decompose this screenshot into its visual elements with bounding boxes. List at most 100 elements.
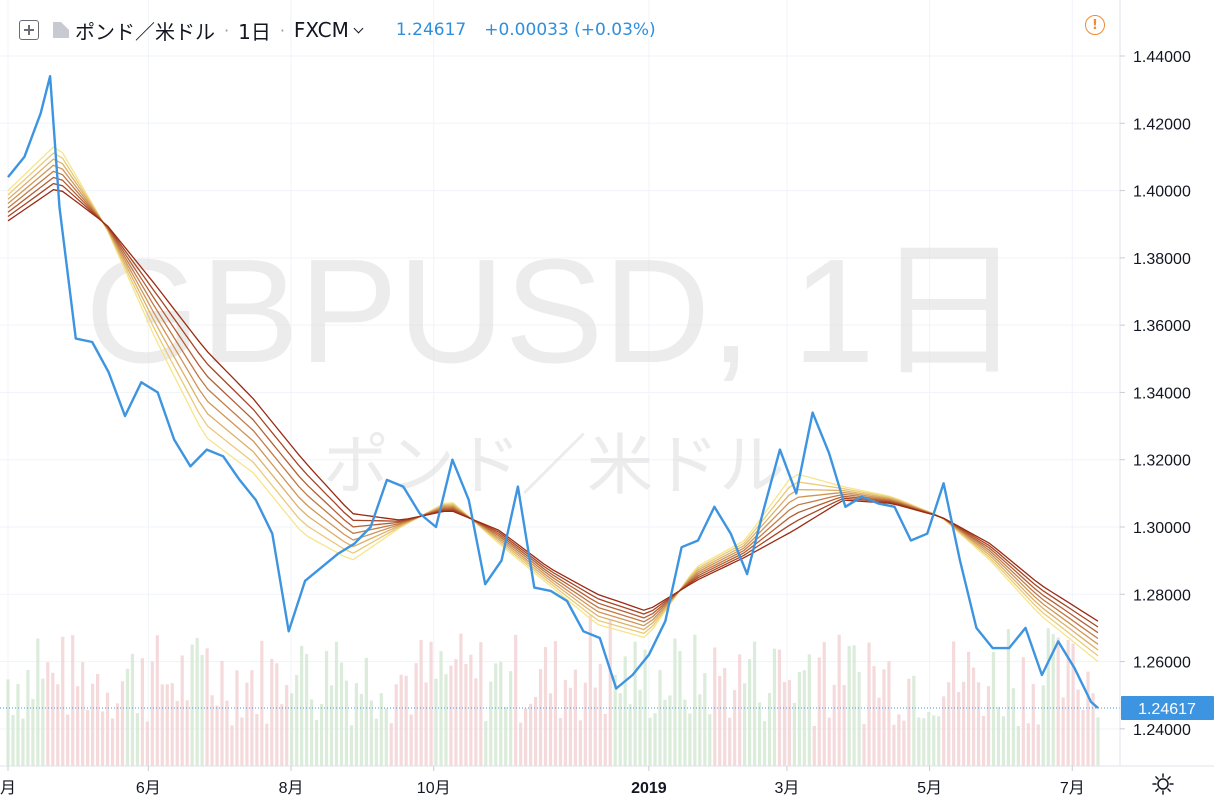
volume-bar (359, 693, 363, 766)
volume-bar (41, 678, 45, 766)
volume-bar (414, 663, 418, 766)
volume-bar (66, 714, 70, 766)
volume-bar (115, 703, 120, 766)
volume-bar (1031, 683, 1035, 766)
volume-bar (210, 695, 214, 766)
volume-bar (135, 713, 140, 766)
x-tick-label: 3月 (774, 780, 799, 797)
volume-bar (150, 661, 154, 766)
volume-bar (474, 678, 478, 766)
volume-bar (429, 641, 433, 766)
volume-bar (394, 684, 398, 766)
volume-bar (6, 679, 10, 766)
volume-bar (962, 681, 966, 766)
volume-bar (797, 671, 801, 766)
volume-bar (867, 642, 871, 766)
volume-bar (608, 620, 612, 766)
volume-bar (533, 696, 538, 766)
volume-bar (653, 713, 657, 766)
volume-bar (71, 635, 75, 766)
volume-bar (563, 679, 568, 766)
volume-bar (140, 658, 144, 766)
volume-bar (95, 674, 100, 766)
volume-bar (225, 700, 229, 766)
x-tick-label: 10月 (417, 780, 451, 797)
volume-bar (996, 706, 1001, 766)
volume-bar (300, 645, 304, 766)
y-tick-label: 1.38000 (1133, 251, 1191, 268)
volume-bar (991, 651, 996, 766)
volume-bar (882, 669, 886, 766)
volume-bar (663, 699, 667, 766)
volume-bar (110, 718, 115, 766)
volume-bar (145, 721, 149, 766)
volume-bar (842, 685, 846, 766)
volume-bar (1056, 637, 1060, 766)
volume-bar (658, 670, 662, 766)
symbol-name[interactable]: ポンド／米ドル (75, 19, 215, 44)
volume-bar (698, 694, 702, 766)
volume-bar (1041, 685, 1045, 766)
price-series (7, 75, 1099, 709)
y-tick-label: 1.34000 (1133, 385, 1191, 402)
volume-bar (907, 678, 911, 766)
volume-bar (290, 693, 294, 766)
volume-bar (130, 653, 135, 766)
volume-bar (718, 675, 722, 766)
last-price-label: 1.24617 (1121, 695, 1214, 720)
gear-icon[interactable] (1151, 772, 1175, 796)
volume-bar (160, 684, 164, 766)
volume-bar (976, 682, 981, 766)
volume-bar (887, 661, 891, 766)
price-axis[interactable]: 1.44000 1.42000 1.40000 1.38000 1.36000 1.340… (1120, 49, 1191, 739)
time-axis[interactable]: 月 6月 8月 10月 2019 3月 5月 7月 (0, 766, 1085, 797)
volume-bar (354, 683, 359, 766)
volume-bar (31, 698, 35, 766)
x-tick-label: 月 (0, 780, 16, 797)
volume-bar (240, 717, 244, 766)
volume-bar (220, 660, 224, 766)
volume-bar (389, 723, 393, 766)
volume-bar (285, 684, 289, 766)
collapse-icon[interactable] (19, 20, 39, 40)
volume-bar (439, 651, 443, 766)
volume-bar (593, 687, 597, 766)
volume-bar (260, 640, 264, 766)
interval-label[interactable]: 1日 (238, 19, 271, 44)
exchange-dropdown[interactable]: FXCM (294, 18, 364, 42)
last-price: 1.24617 (395, 20, 467, 40)
volume-bar (578, 720, 582, 766)
volume-bar (1061, 697, 1065, 766)
legend-header: ポンド／米ドル · 1日 · FXCM 1.24617 +0.00033 (+0… (0, 12, 1110, 48)
volume-bar (434, 678, 438, 766)
volume-bar (673, 638, 677, 766)
volume-bar (917, 717, 921, 766)
volume-bar (364, 657, 368, 766)
volume-bar (668, 695, 672, 766)
volume-bar (344, 680, 349, 766)
volume-bar (752, 641, 757, 766)
volume-bar (339, 662, 344, 766)
warning-icon[interactable]: ! (1085, 15, 1105, 35)
volume-bar (971, 667, 976, 766)
volume-bar (61, 636, 65, 766)
volume-bar (827, 717, 831, 766)
watermark-title: GBPUSD, 1日 (85, 229, 1023, 394)
volume-bar (1086, 671, 1090, 766)
volume-bar (897, 714, 901, 766)
volume-bar (1091, 693, 1095, 766)
volume-bar (628, 704, 632, 766)
volume-bar (583, 682, 587, 766)
volume-bar (1076, 689, 1080, 766)
volume-bar (230, 725, 234, 766)
volume-bar (852, 645, 856, 766)
volume-bar (280, 704, 284, 766)
volume-bar (484, 721, 488, 766)
chevron-down-icon (353, 23, 364, 33)
volume-bar (76, 686, 80, 766)
volume-bar (937, 716, 941, 766)
volume-bar (832, 684, 836, 766)
volume-bar (1046, 628, 1050, 766)
